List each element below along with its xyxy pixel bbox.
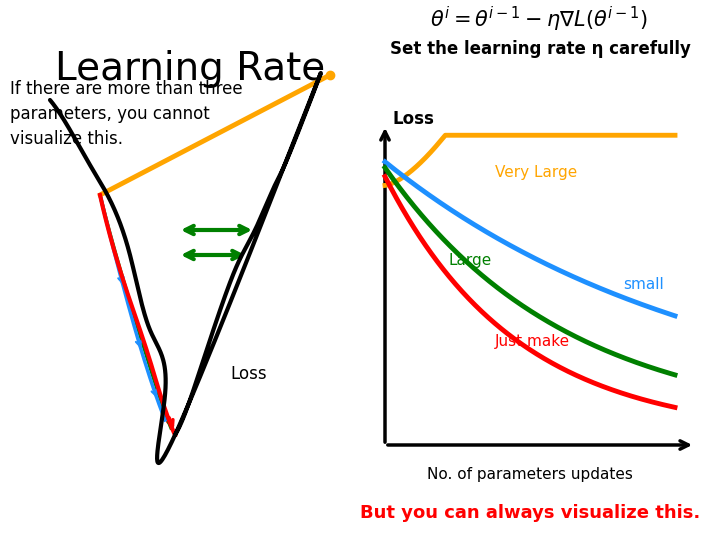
Text: small: small: [623, 278, 664, 292]
Text: Large: Large: [449, 253, 492, 268]
Text: $\theta^i = \theta^{i-1} - \eta\nabla L(\theta^{i-1})$: $\theta^i = \theta^{i-1} - \eta\nabla L(…: [430, 5, 648, 34]
Text: parameters, you cannot: parameters, you cannot: [10, 105, 210, 123]
Text: Learning Rate: Learning Rate: [55, 50, 325, 88]
Text: Set the learning rate η carefully: Set the learning rate η carefully: [390, 40, 691, 58]
Text: No. of parameters updates: No. of parameters updates: [427, 467, 633, 482]
Text: If there are more than three: If there are more than three: [10, 80, 243, 98]
Text: Loss: Loss: [393, 110, 435, 128]
Text: Just make: Just make: [495, 334, 570, 349]
Text: Very Large: Very Large: [495, 165, 577, 179]
Text: But you can always visualize this.: But you can always visualize this.: [360, 504, 700, 522]
Text: Loss: Loss: [230, 365, 266, 383]
Text: visualize this.: visualize this.: [10, 130, 123, 148]
